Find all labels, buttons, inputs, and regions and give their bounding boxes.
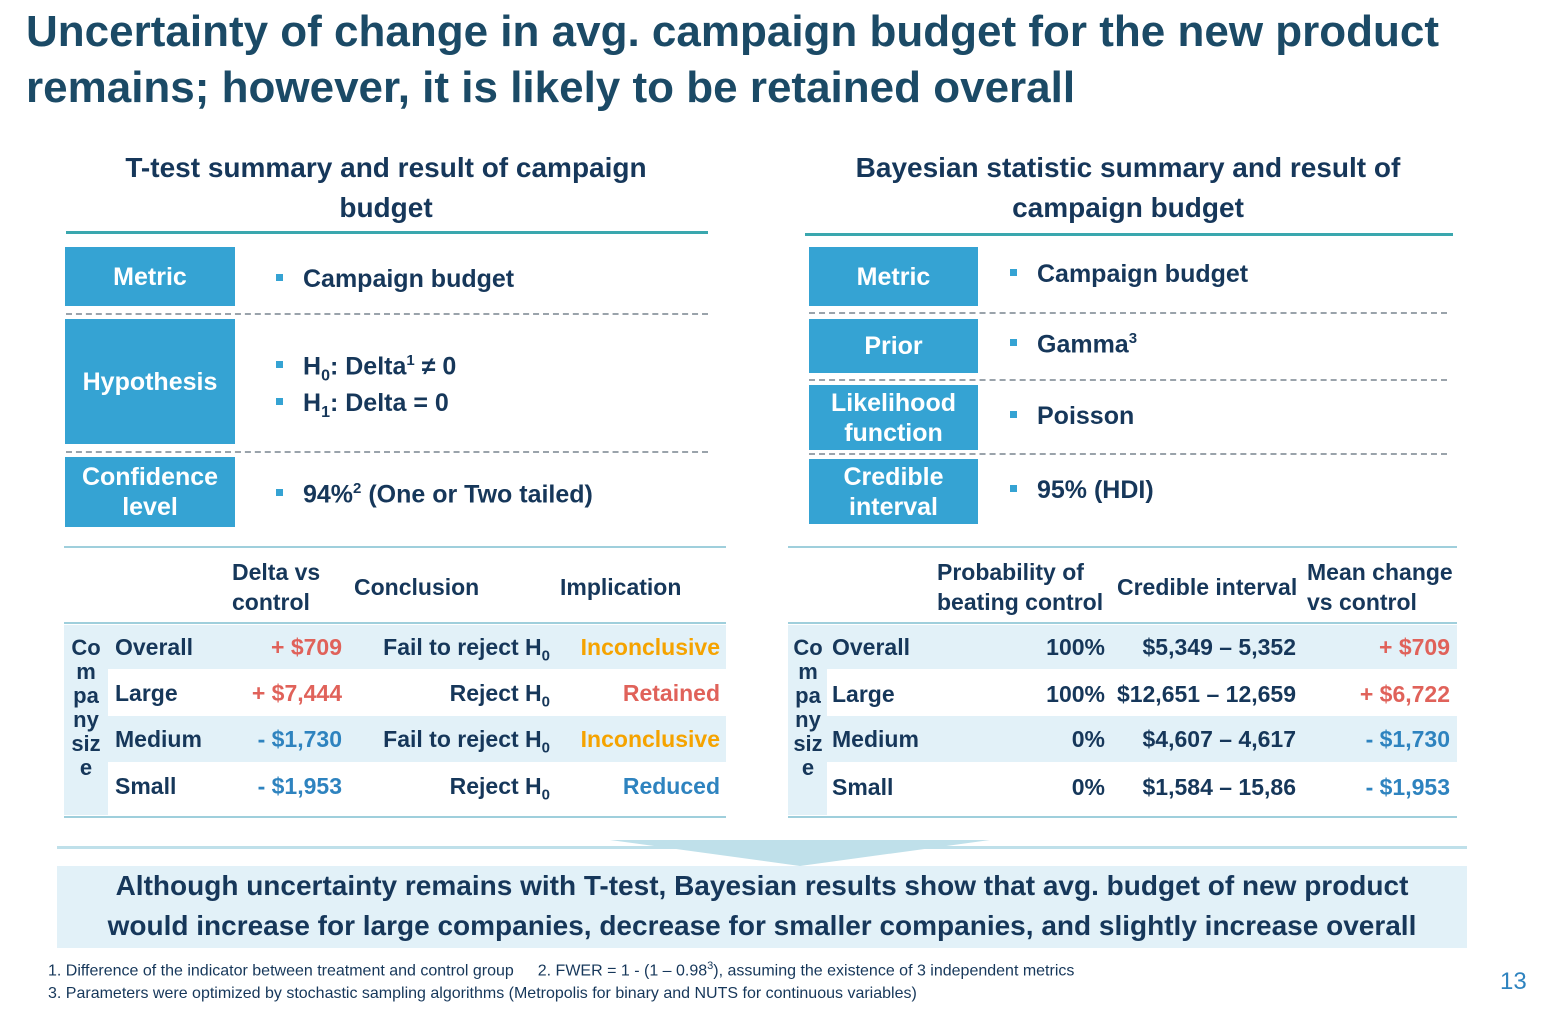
table-row-name: Large [115, 680, 178, 706]
prior-label: Prior [809, 319, 978, 373]
left-panel-title-line-1: T-test summary and result of campaign [125, 152, 647, 183]
col-header-implication: Implication [560, 574, 682, 600]
table-row-name: Overall [115, 634, 193, 660]
probability-value: 100% [1046, 681, 1105, 707]
conclusion-box: Although uncertainty remains with T-test… [57, 866, 1467, 948]
divider [809, 379, 1447, 381]
right-panel-title: Bayesian statistic summary and result of… [808, 148, 1448, 228]
bullet-icon [276, 397, 283, 405]
implication-value: Inconclusive [580, 726, 720, 752]
right-panel-title-line-2: campaign budget [1012, 192, 1244, 223]
footnote-3: 3. Parameters were optimized by stochast… [48, 985, 917, 1002]
interval-value: $12,651 – 12,659 [1116, 681, 1296, 707]
interval-value: $4,607 – 4,617 [1142, 726, 1296, 752]
left-metric-label: Metric [65, 247, 235, 306]
right-title-underline [805, 233, 1453, 236]
credible-interval-label: Credible interval [809, 459, 978, 524]
delta-value: + $709 [271, 634, 342, 660]
table-row-stripe [827, 762, 1457, 815]
divider [66, 313, 708, 315]
conclusion-value: Fail to reject H0 [383, 634, 550, 665]
mean-change-value: + $6,722 [1359, 681, 1450, 707]
page-number: 13 [1500, 968, 1527, 995]
table-row-stripe [108, 669, 726, 716]
probability-value: 0% [1071, 726, 1105, 752]
table-top-line [64, 546, 726, 548]
page-title: Uncertainty of change in avg. campaign b… [26, 4, 1556, 116]
left-panel-title: T-test summary and result of campaign bu… [66, 148, 706, 228]
table-row-name: Medium [832, 726, 919, 752]
bullet-icon [276, 361, 283, 369]
left-confidence-label: Confidence level [65, 457, 235, 527]
conclusion-line-2: would increase for large companies, decr… [107, 910, 1417, 941]
confidence-value: 94%2 (One or Two tailed) [276, 480, 593, 509]
probability-value: 100% [1046, 634, 1105, 660]
table-header-line [64, 622, 726, 624]
bullet-icon [276, 489, 283, 497]
probability-value: 0% [1071, 774, 1105, 800]
left-hypothesis-label: Hypothesis [65, 319, 235, 444]
company-size-group-label: Co m pa ny siz e [793, 635, 823, 780]
implication-value: Retained [622, 680, 720, 706]
interval-value: $1,584 – 15,86 [1142, 774, 1296, 800]
table-row-name: Small [115, 773, 177, 799]
left-title-underline [66, 231, 708, 234]
col-header-conclusion: Conclusion [354, 574, 480, 600]
hypothesis-h0: H0: Delta1 ≠ 0 [276, 352, 456, 385]
bullet-icon [1010, 410, 1017, 418]
table-row-name: Large [832, 681, 895, 707]
page-title-line-2: remains; however, it is likely to be ret… [26, 63, 1076, 112]
table-row-stripe [827, 669, 1457, 716]
prior-value: Gamma3 [1010, 330, 1137, 359]
table-top-line [788, 546, 1457, 548]
divider [809, 453, 1447, 455]
table-header-line [788, 622, 1457, 624]
delta-value: + $7,444 [251, 680, 342, 706]
right-metric-bullet: Campaign budget [1010, 260, 1248, 289]
bullet-icon [1010, 484, 1017, 492]
credible-interval-value: 95% (HDI) [1010, 476, 1154, 505]
table-row-stripe [108, 762, 726, 815]
right-panel-title-line-1: Bayesian statistic summary and result of [855, 152, 1401, 183]
bullet-icon [276, 273, 283, 281]
mean-change-value: - $1,953 [1365, 774, 1450, 800]
right-metric-value: Campaign budget [1037, 260, 1249, 288]
divider [66, 451, 708, 453]
mean-change-value: + $709 [1379, 634, 1450, 660]
left-panel-title-line-2: budget [339, 192, 433, 223]
col-header-mean-change: Mean change vs control [1307, 559, 1453, 615]
right-metric-label: Metric [809, 247, 978, 306]
bullet-icon [1010, 339, 1017, 347]
left-metric-value: Campaign budget [303, 265, 515, 293]
hypothesis-h1: H1: Delta = 0 [276, 389, 449, 422]
table-row-name: Overall [832, 634, 910, 660]
likelihood-label: Likelihood function [809, 385, 978, 450]
interval-value: $5,349 – 5,352 [1142, 634, 1296, 660]
down-arrow-icon [610, 840, 990, 866]
likelihood-value: Poisson [1010, 402, 1134, 431]
col-header-probability: Probability of beating control [937, 559, 1104, 615]
conclusion-value: Fail to reject H0 [383, 726, 550, 757]
table-bottom-line [788, 816, 1457, 818]
footnote-1-2: 1. Difference of the indicator between t… [48, 960, 1075, 980]
bullet-icon [1010, 268, 1017, 276]
delta-value: - $1,953 [257, 773, 342, 799]
conclusion-value: Reject H0 [449, 680, 550, 711]
conclusion-line-1: Although uncertainty remains with T-test… [115, 870, 1409, 901]
implication-value: Inconclusive [580, 634, 720, 660]
col-header-credible-interval: Credible interval [1117, 574, 1298, 600]
col-header-delta: Delta vs control [232, 559, 321, 615]
table-row-name: Small [832, 774, 894, 800]
table-bottom-line [64, 816, 726, 818]
divider [809, 312, 1447, 314]
table-row-name: Medium [115, 726, 202, 752]
delta-value: - $1,730 [257, 726, 342, 752]
page-title-line-1: Uncertainty of change in avg. campaign b… [26, 7, 1440, 56]
left-metric-bullet: Campaign budget [276, 265, 514, 294]
implication-value: Reduced [622, 773, 720, 799]
conclusion-value: Reject H0 [449, 773, 550, 804]
company-size-group-label: Co m pa ny siz e [71, 635, 101, 780]
mean-change-value: - $1,730 [1365, 726, 1450, 752]
